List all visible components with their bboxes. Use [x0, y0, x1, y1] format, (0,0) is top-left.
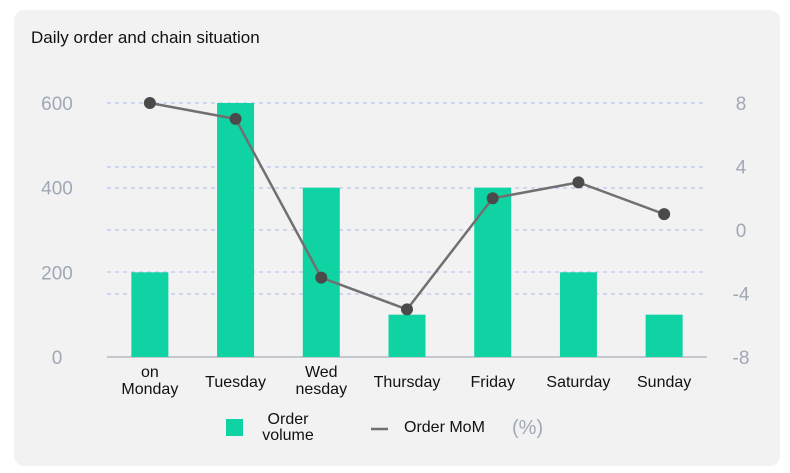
chart-card: [14, 10, 780, 466]
line-point: [315, 271, 328, 284]
line-point: [572, 176, 585, 189]
x-tick-label: Friday: [470, 374, 514, 391]
line-point: [143, 97, 156, 109]
x-tick-label: on Monday: [121, 364, 178, 398]
line-layer: [143, 97, 671, 316]
y-right-tick-label: -4: [733, 285, 750, 306]
legend-unit: (%): [512, 417, 543, 439]
legend-bar-swatch: [226, 419, 243, 436]
line-point: [229, 112, 242, 125]
bars-layer: [131, 103, 683, 357]
bar: [131, 272, 169, 357]
y-right-tick-label: 8: [736, 94, 747, 115]
legend-bar-label: Order volume: [262, 411, 314, 444]
y-left-tick-label: 200: [41, 263, 73, 284]
bar: [217, 103, 255, 357]
y-right-tick-label: -8: [733, 348, 750, 369]
y-right-tick-label: 4: [736, 158, 747, 179]
legend-layer: Order volume Order MoM (%): [226, 411, 543, 444]
line-point: [401, 303, 413, 316]
line-point: [486, 192, 499, 205]
bar: [388, 314, 426, 357]
x-tick-label: Wed nesday: [295, 364, 347, 398]
y-left-tick-label: 400: [41, 179, 73, 200]
axis-layer: 0 200 400 600 -8 -4 0 4 8 on Monday Tuesday Wed nesda…: [41, 94, 750, 398]
x-tick-label: Saturday: [546, 374, 610, 391]
y-left-tick-label: 600: [41, 94, 73, 115]
legend-line-label: Order MoM: [404, 419, 485, 436]
y-right-tick-label: 0: [736, 221, 747, 242]
bar: [645, 314, 683, 357]
x-tick-label: Tuesday: [205, 374, 266, 391]
x-tick-label: Sunday: [637, 374, 691, 391]
y-left-tick-label: 0: [52, 348, 63, 369]
bar: [559, 272, 597, 357]
x-tick-label: Thursday: [374, 374, 441, 391]
line-point: [658, 208, 671, 221]
chart-title: Daily order and chain situation: [31, 28, 260, 47]
